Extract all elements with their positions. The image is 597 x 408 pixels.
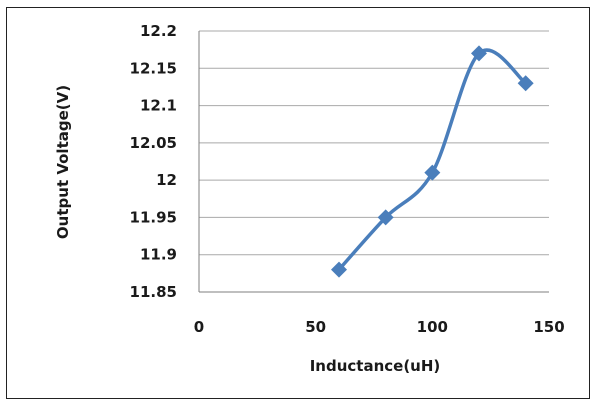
y-axis-title: Output Voltage(V) bbox=[54, 85, 72, 239]
y-tick-label: 12.1 bbox=[140, 97, 177, 115]
series-line bbox=[337, 48, 527, 271]
data-point-marker bbox=[471, 45, 487, 62]
data-point-marker bbox=[377, 209, 394, 226]
gridlines bbox=[199, 30, 549, 293]
y-tick-label: 11.95 bbox=[130, 208, 177, 226]
series-markers bbox=[331, 45, 534, 278]
y-tick-label: 12 bbox=[156, 171, 177, 189]
y-tick-label: 11.9 bbox=[140, 246, 177, 264]
x-tick-labels: 0 50 100 150 bbox=[194, 318, 565, 336]
y-tick-label: 12.15 bbox=[130, 59, 177, 77]
data-point-marker bbox=[331, 261, 347, 278]
y-tick-labels: 11.85 11.9 11.95 12 12.05 12.1 12.15 12.2 bbox=[130, 22, 177, 301]
y-tick-label: 11.85 bbox=[130, 283, 177, 301]
y-tick-label: 12.2 bbox=[140, 22, 177, 40]
data-point-marker bbox=[424, 164, 441, 181]
x-tick-label: 0 bbox=[194, 318, 204, 336]
y-tick-label: 12.05 bbox=[130, 134, 177, 152]
x-tick-label: 50 bbox=[305, 318, 326, 336]
data-point-marker bbox=[517, 75, 534, 92]
chart-frame bbox=[6, 7, 590, 399]
x-axis-title: Inductance(uH) bbox=[310, 357, 441, 375]
x-tick-label: 150 bbox=[533, 318, 564, 336]
x-tick-label: 100 bbox=[417, 318, 448, 336]
